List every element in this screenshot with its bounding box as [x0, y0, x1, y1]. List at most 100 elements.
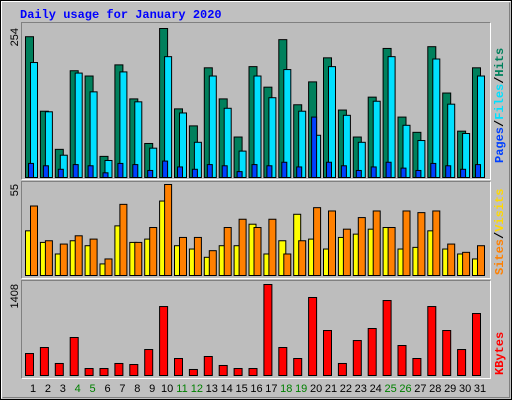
panel-highlight: [21, 280, 491, 379]
bar: [72, 164, 79, 178]
bar: [208, 250, 217, 277]
x-tick-label: 4: [75, 383, 81, 395]
bar: [475, 164, 481, 178]
panel-highlight: [21, 22, 491, 180]
x-tick-label: 25: [384, 383, 396, 395]
bar: [263, 284, 273, 376]
x-tick-label: 21: [325, 383, 337, 395]
bar: [355, 169, 362, 179]
bar: [340, 165, 347, 178]
bar: [25, 353, 34, 377]
bar: [84, 368, 94, 377]
bar: [188, 368, 198, 377]
bar: [206, 164, 213, 178]
bar: [445, 165, 452, 178]
bar: [460, 168, 467, 178]
bar: [89, 91, 98, 178]
x-tick-label: 6: [104, 383, 110, 395]
bar: [323, 330, 332, 377]
x-tick-label: 23: [355, 383, 367, 395]
legend: KBytes: [493, 332, 507, 375]
x-tick-label: 28: [429, 383, 441, 395]
bar: [117, 162, 124, 179]
bar: [342, 228, 351, 277]
bar: [417, 212, 426, 276]
x-tick-label: 26: [399, 383, 411, 395]
x-tick-label: 5: [90, 383, 96, 395]
bar: [296, 166, 303, 179]
x-tick-label: 16: [250, 383, 262, 395]
bar: [42, 165, 49, 178]
bar: [159, 306, 169, 376]
bar: [99, 368, 109, 377]
panel: [21, 280, 491, 379]
bar: [223, 227, 232, 277]
bar: [477, 75, 485, 178]
x-tick-label: 24: [370, 383, 382, 395]
bar: [164, 184, 173, 276]
x-tick-label: 2: [45, 383, 51, 395]
y-tick-label: 1408: [9, 284, 21, 308]
bar: [28, 162, 34, 179]
bar: [174, 358, 183, 377]
bar: [164, 56, 173, 179]
bar: [447, 243, 456, 276]
bar: [238, 218, 247, 276]
legend-entry: Visits: [493, 189, 507, 232]
bar: [218, 364, 228, 376]
bar: [147, 169, 154, 179]
panel-highlight: [21, 181, 491, 279]
bar: [87, 165, 94, 178]
bar: [208, 75, 217, 178]
x-tick-label: 30: [459, 383, 471, 395]
bar: [382, 300, 392, 376]
bar: [59, 243, 68, 276]
x-tick-label: 22: [340, 383, 352, 395]
legend-entry: Sites: [493, 239, 507, 275]
bar: [357, 217, 366, 277]
bar: [370, 166, 377, 179]
bar: [144, 349, 154, 376]
bar: [442, 330, 452, 377]
bar: [462, 251, 471, 277]
bar: [367, 328, 377, 376]
bar: [402, 210, 411, 277]
bar: [102, 172, 109, 178]
bar: [387, 227, 396, 277]
bar: [432, 210, 441, 277]
x-tick-label: 9: [149, 383, 155, 395]
bar: [372, 210, 381, 277]
legend-separator: /: [493, 77, 507, 84]
bar: [236, 171, 243, 179]
x-tick-label: 15: [235, 383, 247, 395]
bar: [415, 169, 422, 179]
y-tick-label: 55: [9, 184, 21, 196]
bar: [372, 100, 381, 178]
legend: Pages/Files/Hits: [493, 48, 507, 163]
x-tick-label: 31: [474, 383, 486, 395]
bar: [74, 235, 83, 276]
legend-entry: Hits: [493, 48, 507, 77]
bar: [400, 167, 407, 178]
bar: [251, 164, 258, 178]
bar: [203, 355, 213, 376]
bar: [30, 205, 38, 276]
x-tick-label: 19: [295, 383, 307, 395]
bar: [412, 358, 422, 377]
bar: [281, 161, 288, 178]
x-tick-label: 20: [310, 383, 322, 395]
bar: [149, 227, 158, 277]
x-tick-label: 12: [191, 383, 203, 395]
bar: [193, 236, 202, 276]
x-tick-label: 13: [206, 383, 218, 395]
bar: [39, 347, 49, 377]
bar: [430, 162, 437, 179]
bar: [397, 345, 407, 376]
bar: [114, 362, 124, 377]
x-tick-label: 18: [280, 383, 292, 395]
x-tick-label: 17: [265, 383, 277, 395]
